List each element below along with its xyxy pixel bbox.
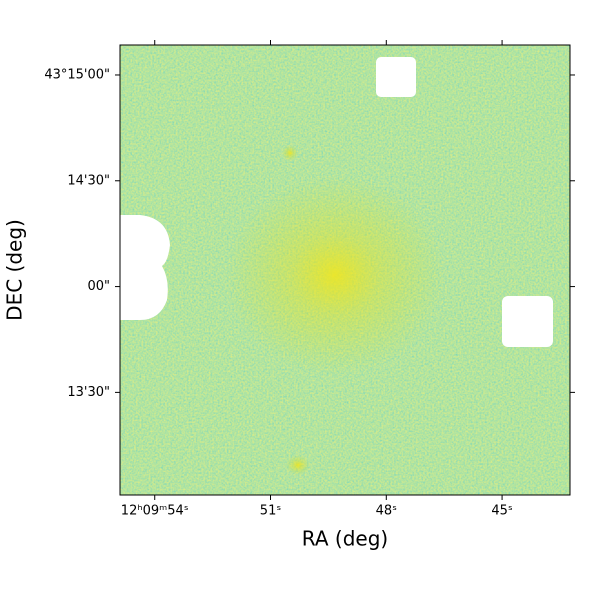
y-tick-label: 14'30" (67, 173, 110, 188)
source (286, 455, 310, 475)
mask (120, 215, 170, 320)
x-tick-label: 12ʰ09ᵐ54ˢ (121, 504, 189, 519)
y-tick-label: 43°15'00" (44, 67, 110, 82)
x-axis-label: RA (deg) (302, 527, 388, 551)
image (120, 45, 570, 495)
y-tick-label: 13'30" (67, 385, 110, 400)
mask (502, 296, 553, 347)
y-axis-label: DEC (deg) (3, 219, 27, 321)
x-tick-label: 45ˢ (491, 504, 513, 519)
source (282, 145, 298, 161)
y-tick-label: 00" (87, 279, 110, 294)
x-tick-label: 48ˢ (376, 504, 398, 519)
frame (119, 44, 571, 496)
x-tick-label: 51ˢ (260, 504, 282, 519)
mask (376, 57, 416, 97)
galaxy-glow (225, 175, 445, 375)
